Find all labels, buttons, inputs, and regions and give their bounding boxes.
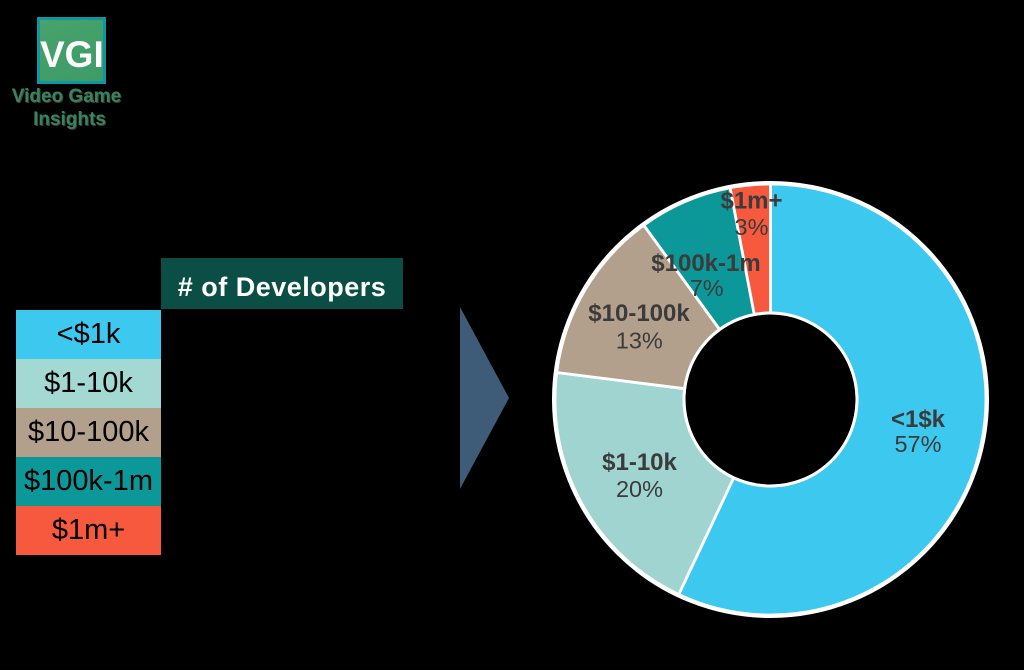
svg-text:7%: 7%	[690, 275, 724, 301]
svg-text:20%: 20%	[616, 476, 663, 502]
svg-text:13%: 13%	[616, 328, 663, 354]
svg-text:$10-100k: $10-100k	[588, 300, 690, 327]
svg-text:$1-10k: $1-10k	[602, 449, 677, 476]
svg-text:$1m+: $1m+	[720, 188, 782, 215]
svg-text:<1$k: <1$k	[891, 406, 946, 433]
svg-text:$100k-1m: $100k-1m	[651, 250, 760, 277]
svg-text:57%: 57%	[894, 431, 941, 457]
svg-text:3%: 3%	[735, 214, 769, 240]
